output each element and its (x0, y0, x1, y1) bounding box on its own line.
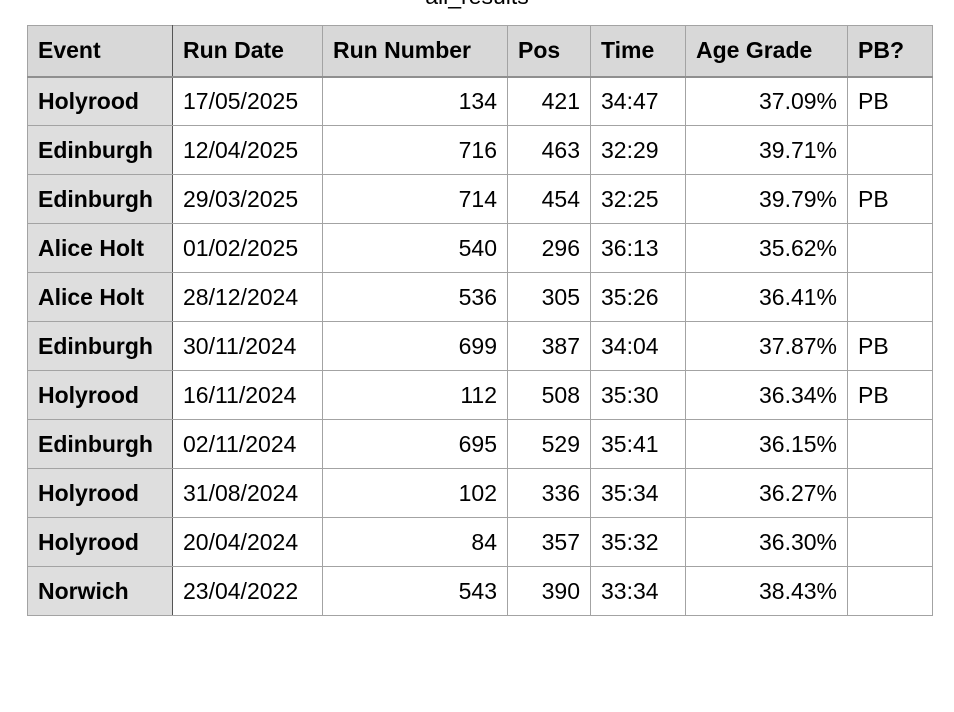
run-number-cell[interactable]: 714 (322, 174, 508, 224)
time-cell[interactable]: 34:47 (590, 76, 686, 126)
header-pb[interactable]: PB? (847, 25, 933, 78)
time-cell[interactable]: 33:34 (590, 566, 686, 616)
time-cell[interactable]: 32:29 (590, 125, 686, 175)
age-grade-cell[interactable]: 36.15% (685, 419, 848, 469)
event-cell[interactable]: Norwich (27, 566, 173, 616)
run-number-cell[interactable]: 102 (322, 468, 508, 518)
run-date-cell[interactable]: 01/02/2025 (172, 223, 323, 273)
time-cell[interactable]: 32:25 (590, 174, 686, 224)
run-date-cell[interactable]: 16/11/2024 (172, 370, 323, 420)
age-grade-cell[interactable]: 37.87% (685, 321, 848, 371)
pos-cell[interactable]: 529 (507, 419, 591, 469)
event-cell[interactable]: Holyrood (27, 76, 173, 126)
run-number-cell[interactable]: 84 (322, 517, 508, 567)
event-cell[interactable]: Alice Holt (27, 272, 173, 322)
run-number-cell[interactable]: 112 (322, 370, 508, 420)
age-grade-cell[interactable]: 36.41% (685, 272, 848, 322)
age-grade-cell[interactable]: 36.34% (685, 370, 848, 420)
run-number-cell[interactable]: 134 (322, 76, 508, 126)
header-pos[interactable]: Pos (507, 25, 591, 78)
pb-cell[interactable] (847, 468, 933, 518)
pos-cell[interactable]: 387 (507, 321, 591, 371)
event-cell[interactable]: Holyrood (27, 517, 173, 567)
sheet-title: all_results (0, 0, 954, 8)
age-grade-cell[interactable]: 35.62% (685, 223, 848, 273)
table-row: Alice Holt 28/12/2024 536 305 35:26 36.41% (27, 272, 933, 322)
pb-cell[interactable] (847, 566, 933, 616)
event-cell[interactable]: Edinburgh (27, 321, 173, 371)
table-row: Holyrood 16/11/2024 112 508 35:30 36.34% PB (27, 370, 933, 420)
table-row: Holyrood 31/08/2024 102 336 35:34 36.27% (27, 468, 933, 518)
run-number-cell[interactable]: 695 (322, 419, 508, 469)
header-age-grade[interactable]: Age Grade (685, 25, 848, 78)
event-cell[interactable]: Alice Holt (27, 223, 173, 273)
table-row: Holyrood 17/05/2025 134 421 34:47 37.09% PB (27, 76, 933, 126)
pb-cell[interactable]: PB (847, 174, 933, 224)
event-cell[interactable]: Edinburgh (27, 174, 173, 224)
age-grade-cell[interactable]: 36.30% (685, 517, 848, 567)
pb-cell[interactable] (847, 223, 933, 273)
pb-cell[interactable] (847, 272, 933, 322)
pos-cell[interactable]: 508 (507, 370, 591, 420)
pb-cell[interactable]: PB (847, 76, 933, 126)
run-date-cell[interactable]: 28/12/2024 (172, 272, 323, 322)
table-row: Edinburgh 12/04/2025 716 463 32:29 39.71% (27, 125, 933, 175)
event-cell[interactable]: Holyrood (27, 468, 173, 518)
table-row: Edinburgh 29/03/2025 714 454 32:25 39.79% PB (27, 174, 933, 224)
header-run-number[interactable]: Run Number (322, 25, 508, 78)
pos-cell[interactable]: 454 (507, 174, 591, 224)
run-date-cell[interactable]: 31/08/2024 (172, 468, 323, 518)
run-number-cell[interactable]: 543 (322, 566, 508, 616)
event-cell[interactable]: Edinburgh (27, 125, 173, 175)
time-cell[interactable]: 35:34 (590, 468, 686, 518)
age-grade-cell[interactable]: 36.27% (685, 468, 848, 518)
pos-cell[interactable]: 296 (507, 223, 591, 273)
run-date-cell[interactable]: 20/04/2024 (172, 517, 323, 567)
age-grade-cell[interactable]: 39.79% (685, 174, 848, 224)
time-cell[interactable]: 35:30 (590, 370, 686, 420)
header-event[interactable]: Event (27, 25, 173, 78)
time-cell[interactable]: 35:41 (590, 419, 686, 469)
run-date-cell[interactable]: 02/11/2024 (172, 419, 323, 469)
time-cell[interactable]: 36:13 (590, 223, 686, 273)
run-number-cell[interactable]: 536 (322, 272, 508, 322)
pos-cell[interactable]: 336 (507, 468, 591, 518)
age-grade-cell[interactable]: 37.09% (685, 76, 848, 126)
table-row: Holyrood 20/04/2024 84 357 35:32 36.30% (27, 517, 933, 567)
pb-cell[interactable] (847, 125, 933, 175)
event-cell[interactable]: Holyrood (27, 370, 173, 420)
age-grade-cell[interactable]: 39.71% (685, 125, 848, 175)
pb-cell[interactable] (847, 419, 933, 469)
pos-cell[interactable]: 390 (507, 566, 591, 616)
pos-cell[interactable]: 463 (507, 125, 591, 175)
time-cell[interactable]: 35:32 (590, 517, 686, 567)
results-table: Event Run Date Run Number Pos Time Age G… (27, 25, 933, 616)
pb-cell[interactable] (847, 517, 933, 567)
header-run-date[interactable]: Run Date (172, 25, 323, 78)
pos-cell[interactable]: 421 (507, 76, 591, 126)
pos-cell[interactable]: 305 (507, 272, 591, 322)
run-date-cell[interactable]: 12/04/2025 (172, 125, 323, 175)
pb-cell[interactable]: PB (847, 370, 933, 420)
time-cell[interactable]: 34:04 (590, 321, 686, 371)
run-date-cell[interactable]: 23/04/2022 (172, 566, 323, 616)
results-body: Holyrood 17/05/2025 134 421 34:47 37.09% PB Edi… (27, 76, 933, 616)
event-cell[interactable]: Edinburgh (27, 419, 173, 469)
run-date-cell[interactable]: 17/05/2025 (172, 76, 323, 126)
pb-cell[interactable]: PB (847, 321, 933, 371)
table-row: Alice Holt 01/02/2025 540 296 36:13 35.62% (27, 223, 933, 273)
run-number-cell[interactable]: 540 (322, 223, 508, 273)
header-row: Event Run Date Run Number Pos Time Age G… (27, 25, 933, 78)
pos-cell[interactable]: 357 (507, 517, 591, 567)
header-time[interactable]: Time (590, 25, 686, 78)
time-cell[interactable]: 35:26 (590, 272, 686, 322)
run-number-cell[interactable]: 716 (322, 125, 508, 175)
run-number-cell[interactable]: 699 (322, 321, 508, 371)
table-row: Edinburgh 02/11/2024 695 529 35:41 36.15% (27, 419, 933, 469)
table-row: Edinburgh 30/11/2024 699 387 34:04 37.87% PB (27, 321, 933, 371)
age-grade-cell[interactable]: 38.43% (685, 566, 848, 616)
run-date-cell[interactable]: 29/03/2025 (172, 174, 323, 224)
table-row: Norwich 23/04/2022 543 390 33:34 38.43% (27, 566, 933, 616)
run-date-cell[interactable]: 30/11/2024 (172, 321, 323, 371)
